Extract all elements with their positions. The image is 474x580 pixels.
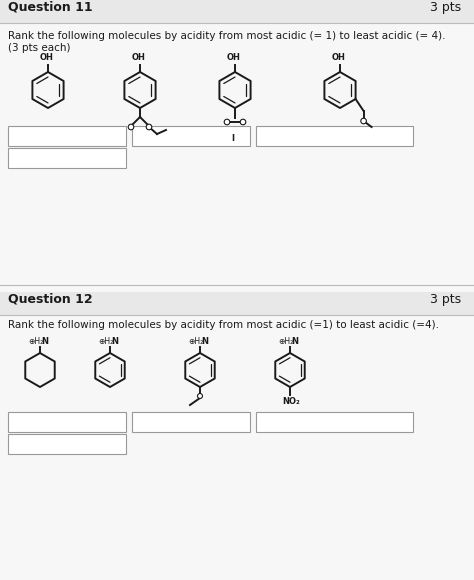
Text: N: N — [111, 337, 118, 346]
Text: ⊕H₂: ⊕H₂ — [278, 337, 293, 346]
Bar — [8, 412, 126, 432]
Text: Rank the following molecules by acidity from most acidic (= 1) to least acidic (: Rank the following molecules by acidity … — [8, 31, 446, 41]
Text: ⊕H₂: ⊕H₂ — [28, 337, 43, 346]
Text: NO₂: NO₂ — [282, 397, 300, 406]
Text: OH: OH — [332, 53, 346, 62]
Text: N: N — [291, 337, 298, 346]
Bar — [132, 126, 250, 146]
Circle shape — [198, 393, 202, 398]
Bar — [0, 285, 474, 310]
Text: OH: OH — [132, 53, 146, 62]
Circle shape — [128, 124, 134, 130]
Bar — [8, 434, 126, 454]
Circle shape — [240, 119, 246, 125]
Bar — [132, 412, 250, 432]
Text: ⊕H₂: ⊕H₂ — [98, 337, 113, 346]
Text: 3 pts: 3 pts — [430, 293, 461, 306]
Bar — [256, 126, 413, 146]
Text: ⊕H₂: ⊕H₂ — [188, 337, 203, 346]
Bar — [8, 126, 126, 146]
Bar — [256, 412, 413, 432]
Bar — [0, 0, 474, 23]
Circle shape — [361, 118, 366, 124]
Text: N: N — [41, 337, 48, 346]
Text: OH: OH — [227, 53, 241, 62]
Text: 3 pts: 3 pts — [430, 1, 461, 14]
Circle shape — [146, 124, 152, 130]
Text: OH: OH — [40, 53, 54, 62]
Bar — [0, 292, 474, 315]
Text: Question 11: Question 11 — [8, 1, 92, 14]
Bar — [8, 148, 126, 168]
Text: I: I — [231, 134, 235, 143]
Text: (3 pts each): (3 pts each) — [8, 43, 71, 53]
Text: Question 12: Question 12 — [8, 293, 92, 306]
Text: Rank the following molecules by acidity from most acidic (=1) to least acidic (=: Rank the following molecules by acidity … — [8, 320, 439, 330]
Text: N: N — [201, 337, 208, 346]
Circle shape — [224, 119, 230, 125]
